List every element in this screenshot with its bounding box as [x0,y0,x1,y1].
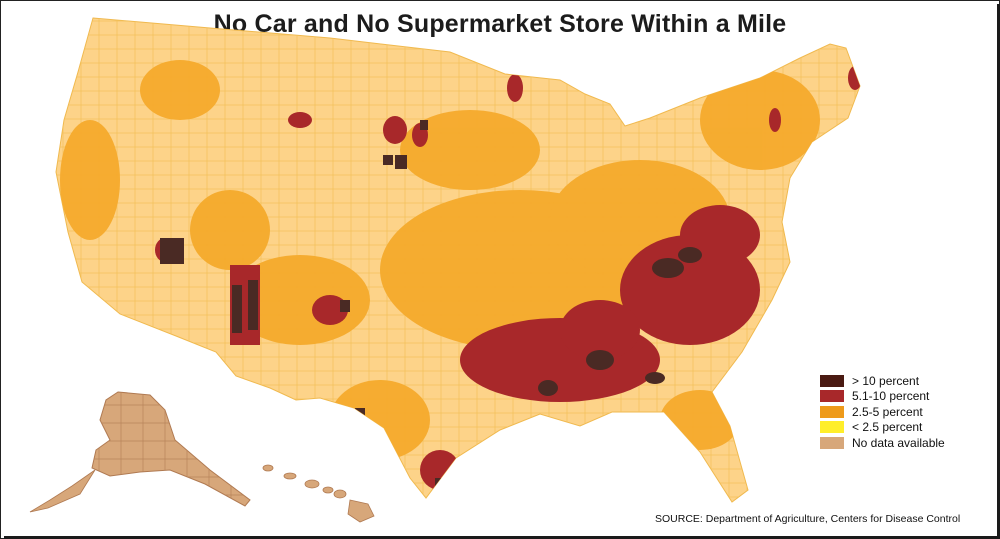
legend-label: > 10 percent [852,373,920,388]
hawaii-region [262,464,375,523]
legend-label: 5.1-10 percent [852,389,930,404]
legend-item: 5.1-10 percent [820,389,980,405]
legend-label: < 2.5 percent [852,420,923,435]
frame-shadow-bottom [4,536,1000,539]
red-counties [155,66,860,490]
frame-shadow-right [997,4,1000,537]
legend-swatch [820,374,844,387]
legend-item: < 2.5 percent [820,420,980,436]
legend-item: > 10 percent [820,373,980,389]
legend-label: No data available [852,435,945,450]
map-legend: > 10 percent 5.1-10 percent 2.5-5 percen… [820,373,980,451]
source-credit: SOURCE: Department of Agriculture, Cente… [655,513,961,525]
dark-counties [160,120,702,490]
legend-label: 2.5-5 percent [852,404,923,419]
legend-swatch [820,421,844,434]
contiguous-us-region [55,17,861,503]
alaska-region [29,391,251,513]
map-title: No Car and No Supermarket Store Within a… [213,10,787,38]
legend-swatch [820,390,844,403]
legend-swatch [820,436,844,449]
legend-item: No data available [820,435,980,451]
legend-swatch [820,405,844,418]
legend-item: 2.5-5 percent [820,404,980,420]
